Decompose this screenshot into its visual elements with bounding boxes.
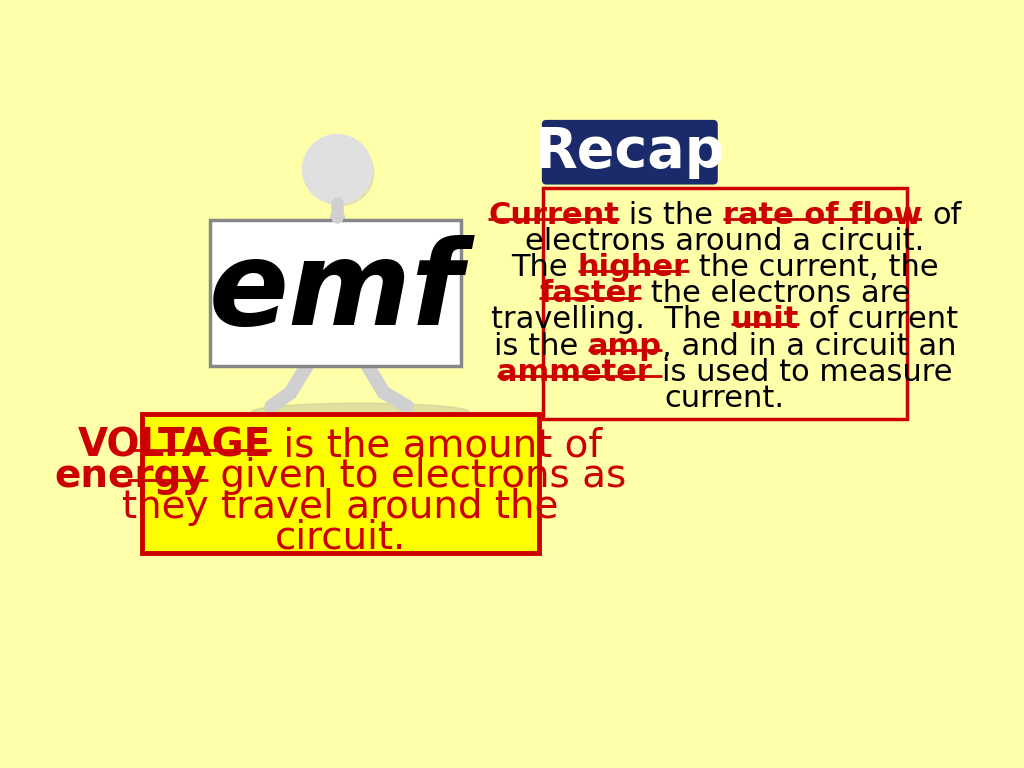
Text: faster: faster <box>539 280 641 308</box>
Text: the electrons are: the electrons are <box>641 280 910 308</box>
FancyBboxPatch shape <box>142 414 539 553</box>
Text: the current, the: the current, the <box>689 253 938 282</box>
Text: , and in a circuit an: , and in a circuit an <box>662 332 956 361</box>
Text: Current: Current <box>488 200 618 230</box>
Text: amp: amp <box>588 332 662 361</box>
Text: of current: of current <box>800 306 958 334</box>
Text: is the amount of: is the amount of <box>271 426 602 465</box>
Text: VOLTAGE: VOLTAGE <box>78 426 271 465</box>
Text: higher: higher <box>578 253 689 282</box>
Ellipse shape <box>308 141 374 205</box>
Text: ammeter: ammeter <box>497 358 663 387</box>
Text: is used to measure: is used to measure <box>663 358 952 387</box>
Text: is the: is the <box>494 332 588 361</box>
Text: emf: emf <box>209 235 463 350</box>
Text: they travel around the: they travel around the <box>122 488 559 526</box>
Text: rate of flow: rate of flow <box>723 200 932 230</box>
Text: unit: unit <box>731 306 800 334</box>
Text: energy: energy <box>55 457 208 495</box>
FancyBboxPatch shape <box>542 120 718 184</box>
Text: travelling.  The: travelling. The <box>492 306 731 334</box>
FancyBboxPatch shape <box>543 188 907 419</box>
Text: circuit.: circuit. <box>274 518 407 557</box>
Text: is the: is the <box>618 200 723 230</box>
Text: Recap: Recap <box>535 125 725 179</box>
Circle shape <box>303 135 372 203</box>
Ellipse shape <box>252 403 469 420</box>
FancyBboxPatch shape <box>210 220 461 366</box>
Text: The: The <box>511 253 578 282</box>
Text: given to electrons as: given to electrons as <box>208 457 626 495</box>
Text: electrons around a circuit.: electrons around a circuit. <box>525 227 925 256</box>
Text: of: of <box>932 200 962 230</box>
Text: current.: current. <box>665 384 784 413</box>
